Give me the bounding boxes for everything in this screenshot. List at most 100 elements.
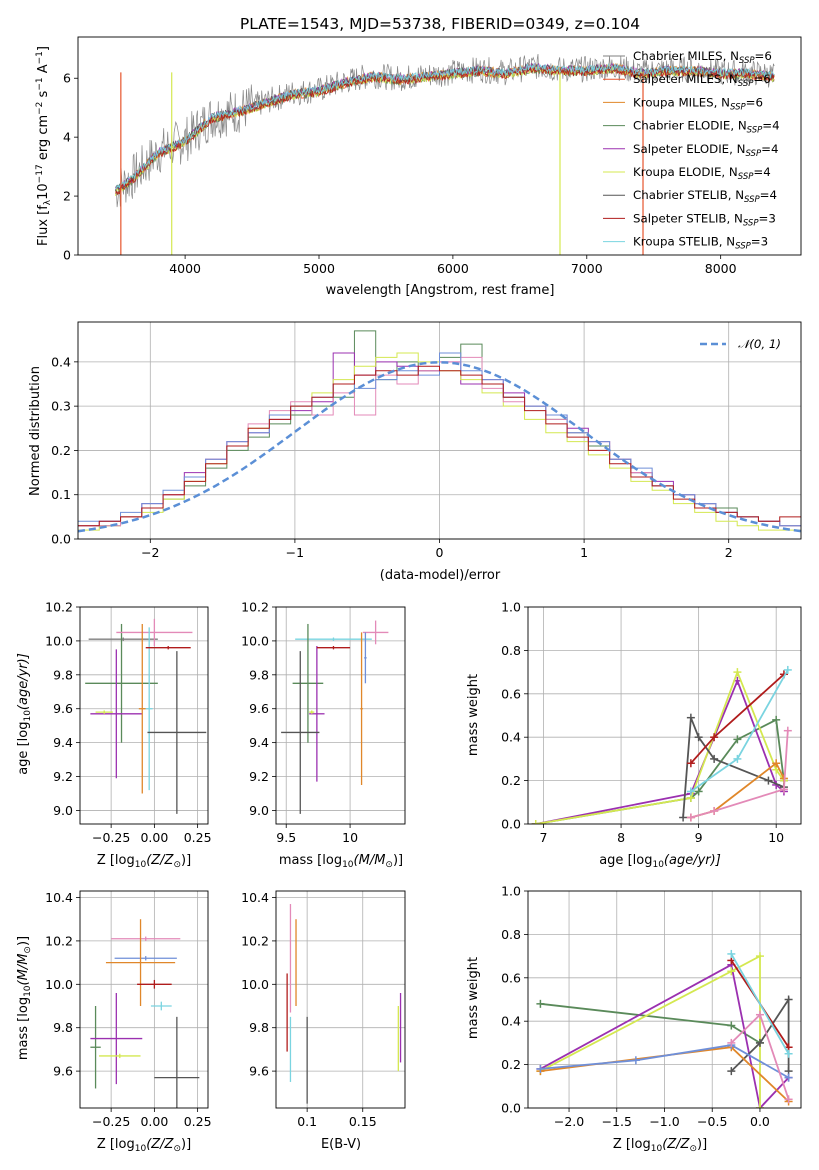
weight-series-line bbox=[690, 673, 785, 764]
legend-entry-label: Kroupa ELODIE, NSSP=4 bbox=[633, 165, 771, 182]
plot-area bbox=[115, 53, 775, 255]
y-tick-label: 10.4 bbox=[45, 890, 73, 905]
y-tick-label: 0.2 bbox=[501, 1057, 521, 1072]
y-tick-label: 9.4 bbox=[249, 735, 269, 750]
legend-entry-label: Kroupa STELIB, NSSP=3 bbox=[633, 235, 768, 252]
weight-age-xlabel: age [log10(age/yr)] bbox=[599, 853, 721, 870]
axes-frame bbox=[79, 606, 209, 825]
spectrum-xlabel: wavelength [Angstrom, rest frame] bbox=[326, 283, 555, 298]
y-tick-label: 0.2 bbox=[501, 773, 521, 788]
y-tick-label: 10.0 bbox=[241, 977, 269, 992]
residual-histogram bbox=[78, 365, 801, 527]
weight-series-line bbox=[540, 1044, 790, 1079]
legend-entry-label: Salpeter MILES, NSSP=6 bbox=[633, 72, 771, 89]
plot-area bbox=[281, 620, 389, 814]
y-tick-label: 9.4 bbox=[53, 735, 73, 750]
age-vs-metallicity-panel: −0.25 0.00 0.25 9.0 9.2 9.4 9.6 9.8 10.0 10.2 bbox=[45, 600, 211, 846]
x-tick-label: −2.0 bbox=[554, 1114, 584, 1129]
axes-frame bbox=[275, 890, 406, 1109]
y-tick-label: 0.0 bbox=[51, 532, 71, 547]
mass-z-xlabel: Z [log10(Z/Z⊙)] bbox=[97, 1137, 191, 1154]
y-tick-label: 10.2 bbox=[45, 600, 73, 615]
x-tick-label: 2 bbox=[725, 545, 733, 560]
normal-curve-line bbox=[78, 361, 801, 533]
y-tick-label: 9.6 bbox=[249, 701, 269, 716]
x-tick-label: 6000 bbox=[437, 261, 469, 276]
legend-entry-label: Chabrier STELIB, NSSP=4 bbox=[633, 188, 777, 205]
y-tick-label: 0.0 bbox=[501, 1101, 521, 1116]
x-tick-label: −1.0 bbox=[649, 1114, 679, 1129]
axes-frame bbox=[77, 36, 802, 256]
y-tick-label: 6 bbox=[63, 71, 71, 86]
axes-frame bbox=[275, 606, 406, 825]
x-tick-label: 0.1 bbox=[297, 1114, 317, 1129]
x-tick-label: 10 bbox=[768, 830, 784, 845]
plot-area bbox=[286, 904, 402, 1104]
y-tick-label: 9.0 bbox=[53, 803, 73, 818]
weight-series-line bbox=[539, 954, 761, 1108]
y-tick-label: 0.0 bbox=[501, 817, 521, 832]
legend-entry-label: Salpeter ELODIE, NSSP=4 bbox=[633, 142, 778, 159]
x-tick-label: −1.5 bbox=[602, 1114, 632, 1129]
axes-frame bbox=[79, 890, 209, 1109]
age-z-ylabel: age [log10(age/yr)] bbox=[16, 653, 33, 775]
mass-vs-metallicity-panel: −0.25 0.00 0.25 9.6 9.8 10.0 10.2 10.4 bbox=[45, 890, 212, 1129]
plot-area bbox=[85, 618, 207, 814]
y-tick-label: 10.2 bbox=[241, 600, 269, 615]
age-z-xlabel: Z [log10(Z/Z⊙)] bbox=[97, 853, 191, 870]
y-tick-label: 10.2 bbox=[45, 933, 73, 948]
weight-series-line bbox=[682, 717, 785, 818]
spectrum-legend: Chabrier MILES, NSSP=6 Salpeter MILES, NS… bbox=[603, 49, 780, 252]
y-tick-label: 0.8 bbox=[501, 927, 521, 942]
x-tick-label: 0.0 bbox=[750, 1114, 770, 1129]
x-tick-label: 0.15 bbox=[349, 1114, 377, 1129]
y-tick-label: 0.4 bbox=[501, 730, 521, 745]
axes-frame bbox=[527, 890, 802, 1109]
y-tick-label: 10.4 bbox=[241, 890, 269, 905]
x-tick-label: −2 bbox=[141, 545, 159, 560]
x-tick-label: −1 bbox=[286, 545, 304, 560]
x-tick-label: 8 bbox=[617, 830, 625, 845]
y-tick-label: 0.1 bbox=[51, 487, 71, 502]
y-tick-label: 0.4 bbox=[501, 1014, 521, 1029]
figure-title: PLATE=1543, MJD=53738, FIBERID=0349, z=0… bbox=[240, 15, 640, 33]
weight-z-ylabel: mass weight bbox=[466, 957, 481, 1039]
age-mass-xlabel: mass [log10(M/M⊙)] bbox=[279, 853, 403, 870]
weight-vs-age-panel: 7 8 9 10 0.0 0.2 0.4 0.6 0.8 1.0 bbox=[501, 600, 802, 845]
x-tick-label: 0.25 bbox=[184, 830, 212, 845]
axes-frame bbox=[527, 606, 802, 825]
x-tick-label: −0.25 bbox=[92, 1114, 130, 1129]
x-tick-label: 0.00 bbox=[140, 1114, 168, 1129]
weight-z-xlabel: Z [log10(Z/Z⊙)] bbox=[613, 1137, 707, 1154]
y-tick-label: 9.6 bbox=[249, 1064, 269, 1079]
y-tick-label: 0.4 bbox=[51, 354, 71, 369]
x-tick-label: 4000 bbox=[169, 261, 201, 276]
x-tick-label: 9.5 bbox=[276, 830, 296, 845]
spectrum-line-kroupa-stelib bbox=[115, 62, 775, 190]
y-tick-label: 9.2 bbox=[53, 769, 73, 784]
y-tick-label: 10.0 bbox=[45, 977, 73, 992]
y-tick-label: 0.8 bbox=[501, 643, 521, 658]
y-tick-label: 0.2 bbox=[51, 443, 71, 458]
x-tick-label: −0.5 bbox=[697, 1114, 727, 1129]
mass-ebv-xlabel: E(B-V) bbox=[321, 1137, 361, 1152]
y-tick-label: 2 bbox=[63, 189, 71, 204]
y-tick-label: 0.6 bbox=[501, 686, 521, 701]
weight-age-ylabel: mass weight bbox=[466, 674, 481, 756]
y-tick-label: 10.2 bbox=[241, 933, 269, 948]
x-tick-label: 0.25 bbox=[184, 1114, 212, 1129]
x-tick-label: −0.25 bbox=[92, 830, 130, 845]
x-tick-label: 1 bbox=[580, 545, 588, 560]
y-tick-label: 0.6 bbox=[501, 970, 521, 985]
weight-series-line bbox=[690, 761, 785, 819]
residuals-panel: −2 −1 0 1 2 0.0 0.1 0.2 0.3 0.4 bbox=[51, 321, 802, 560]
spectrum-line-salpeter-stelib bbox=[115, 66, 775, 196]
x-tick-label: 0 bbox=[436, 545, 444, 560]
y-tick-label: 9.8 bbox=[53, 1020, 73, 1035]
weight-series-line bbox=[690, 730, 789, 819]
x-tick-label: 5000 bbox=[303, 261, 335, 276]
legend-entry-label: Kroupa MILES, NSSP=6 bbox=[633, 95, 763, 112]
x-tick-label: 0.00 bbox=[140, 830, 168, 845]
y-tick-label: 10.0 bbox=[241, 633, 269, 648]
